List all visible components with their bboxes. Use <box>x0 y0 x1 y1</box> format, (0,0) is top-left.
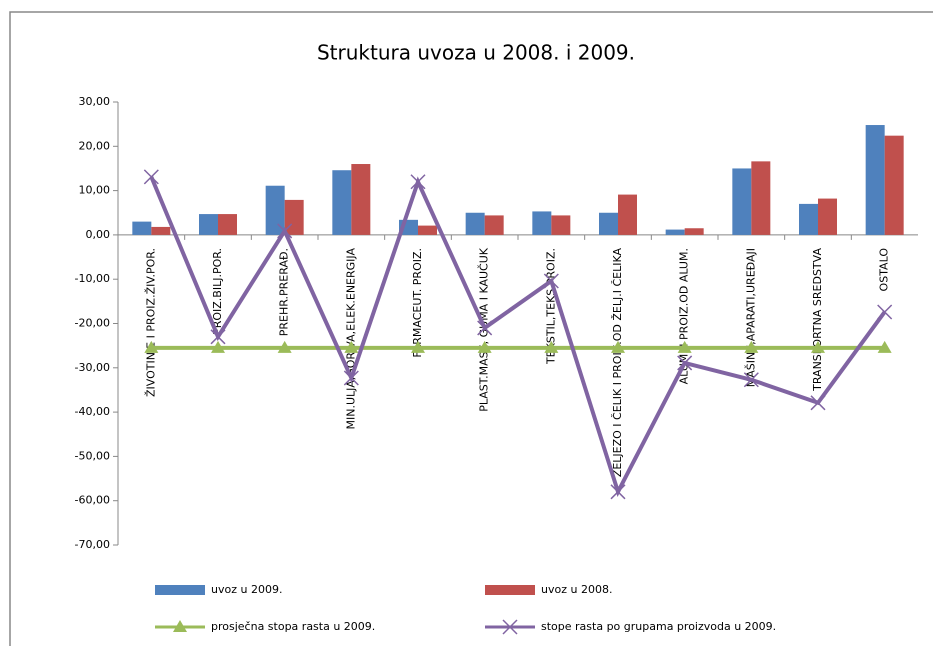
line-marker <box>543 273 559 289</box>
legend-marker <box>502 619 518 635</box>
line-marker <box>677 340 692 353</box>
line-marker <box>744 340 759 353</box>
line-marker <box>477 340 492 353</box>
y-tick-label: 30,00 <box>79 95 111 108</box>
line <box>149 176 887 498</box>
y-tick-label: -30,00 <box>75 361 110 374</box>
y-tick-label: -40,00 <box>75 405 110 418</box>
line-marker <box>677 355 693 371</box>
y-tick-label: -60,00 <box>75 494 110 507</box>
bar <box>265 185 285 235</box>
line-marker <box>143 169 159 185</box>
line-marker <box>811 340 825 353</box>
bar <box>818 198 837 235</box>
line-marker <box>277 223 293 239</box>
legend-label: stope rasta po grupama proizvoda u 2009. <box>541 620 776 633</box>
line-marker <box>211 340 225 353</box>
bar <box>218 214 237 235</box>
line-marker <box>810 395 826 411</box>
y-tick-label: -20,00 <box>75 317 110 330</box>
line-marker <box>877 340 892 353</box>
line-marker <box>343 370 359 386</box>
bar <box>199 214 218 235</box>
x-tick-label: MIN.ULJA,GORIVA,ELEK.ENERGIJA <box>344 248 357 430</box>
line-marker <box>743 372 759 388</box>
bar <box>332 170 352 235</box>
x-tick-label: OSTALO <box>878 248 891 292</box>
bar <box>551 215 571 235</box>
bar <box>132 221 152 235</box>
x-tick-label: ŽELJEZO I ČELIK I PROIZ.OD ŽELJ.I ČELIKA <box>611 248 624 478</box>
bar <box>799 203 818 235</box>
chart-frame <box>9 11 933 646</box>
x-tick-label: FARMACEUT. PROIZ. <box>411 248 424 358</box>
bar <box>284 199 304 235</box>
y-tick-label: -50,00 <box>75 449 110 462</box>
bar <box>665 229 685 235</box>
y-tick-label: 0,00 <box>86 228 111 241</box>
y-tick-label: -70,00 <box>75 538 110 551</box>
legend-marker <box>173 620 187 632</box>
line-marker <box>210 329 226 345</box>
bar <box>618 194 637 235</box>
bar <box>484 215 504 235</box>
line-marker <box>411 340 425 353</box>
legend-label: uvoz u 2009. <box>211 583 282 596</box>
y-tick-label: 10,00 <box>79 184 111 197</box>
line-marker <box>544 340 559 353</box>
legend-label: prosječna stopa rasta u 2009. <box>211 620 375 633</box>
line-marker <box>344 340 359 353</box>
line-marker <box>611 340 625 353</box>
bar <box>732 168 752 235</box>
bar <box>599 212 618 235</box>
bar <box>418 225 437 235</box>
x-tick-label: TRANSPORTNA SREDSTVA <box>811 248 824 392</box>
x-tick-label: MAŠINE,APARATI,UREĐAJI <box>744 248 757 387</box>
legend-swatch <box>485 585 535 595</box>
x-tick-label: ŽIVOTINJE I PROIZ.ŽIV.POR. <box>144 248 157 397</box>
chart-title: Struktura uvoza u 2008. i 2009. <box>317 41 635 65</box>
bar <box>865 125 885 235</box>
x-tick-label: PREHR.PRERAĐ. <box>278 248 291 336</box>
y-tick-label: 20,00 <box>79 139 111 152</box>
bar <box>151 226 171 235</box>
line-marker <box>410 174 426 190</box>
bar <box>884 135 904 235</box>
bar <box>465 212 485 235</box>
line-marker <box>877 304 893 320</box>
line-marker <box>144 340 159 353</box>
bar <box>751 161 771 235</box>
line-marker <box>277 340 292 353</box>
y-tick-label: -10,00 <box>75 272 110 285</box>
legend-label: uvoz u 2008. <box>541 583 612 596</box>
bar <box>351 164 371 235</box>
legend-swatch <box>155 585 205 595</box>
x-tick-label: PROIZ.BILJ.POR. <box>211 248 224 335</box>
bar <box>532 211 552 235</box>
bar <box>684 228 704 235</box>
line-marker <box>610 484 626 500</box>
line-marker <box>477 320 493 336</box>
